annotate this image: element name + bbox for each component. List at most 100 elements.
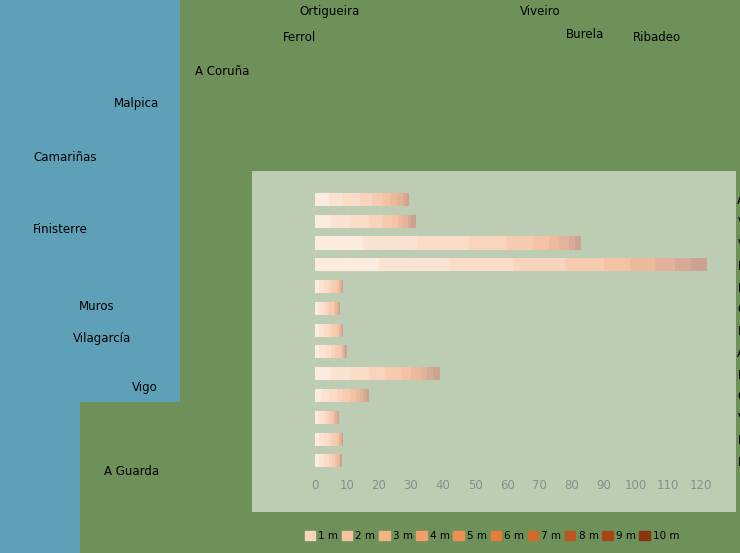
Bar xyxy=(398,215,403,228)
Bar xyxy=(339,455,340,467)
Bar xyxy=(434,367,440,380)
Bar xyxy=(382,215,391,228)
Bar xyxy=(427,367,434,380)
Bar xyxy=(363,389,366,402)
Bar xyxy=(337,411,339,424)
Bar xyxy=(575,237,582,249)
Text: Vigo: Vigo xyxy=(132,380,157,394)
Bar xyxy=(324,432,329,446)
Bar xyxy=(339,324,340,337)
Bar xyxy=(604,258,630,272)
Text: A Guarda: A Guarda xyxy=(104,465,159,478)
Text: Burela: Burela xyxy=(565,28,604,41)
Bar xyxy=(339,302,340,315)
Bar xyxy=(320,346,326,358)
Bar xyxy=(335,346,340,358)
Bar xyxy=(337,302,338,315)
Bar xyxy=(342,346,343,358)
Bar xyxy=(369,215,382,228)
Bar xyxy=(314,302,317,315)
Bar xyxy=(403,193,406,206)
Bar xyxy=(317,411,323,424)
Bar xyxy=(331,367,350,380)
Bar xyxy=(338,302,339,315)
Bar xyxy=(340,324,341,337)
Text: Malpica: Malpica xyxy=(114,97,160,111)
Bar xyxy=(329,455,332,467)
Bar xyxy=(391,215,398,228)
Bar xyxy=(314,346,320,358)
Bar xyxy=(314,367,331,380)
Bar xyxy=(341,324,342,337)
Bar xyxy=(357,389,360,402)
Bar xyxy=(411,367,420,380)
Bar xyxy=(401,367,411,380)
Bar xyxy=(321,389,329,402)
Bar xyxy=(342,324,343,337)
Bar xyxy=(337,280,339,293)
Bar xyxy=(403,215,408,228)
Bar xyxy=(406,193,409,206)
Bar xyxy=(337,389,343,402)
Bar xyxy=(675,258,691,272)
Bar xyxy=(320,432,324,446)
Bar xyxy=(342,280,343,293)
Bar xyxy=(340,455,342,467)
Text: Finisterre: Finisterre xyxy=(33,223,88,236)
Text: Ferrol: Ferrol xyxy=(283,31,316,44)
Bar xyxy=(335,302,337,315)
Bar xyxy=(329,411,332,424)
Bar xyxy=(337,324,339,337)
Bar xyxy=(397,193,403,206)
Bar xyxy=(332,280,337,293)
Bar xyxy=(331,346,335,358)
Bar xyxy=(340,346,342,358)
Bar xyxy=(691,258,707,272)
Bar xyxy=(332,455,335,467)
Bar xyxy=(549,237,559,249)
Bar xyxy=(314,389,321,402)
Text: Viveiro: Viveiro xyxy=(520,4,560,18)
Bar xyxy=(337,432,339,446)
Bar xyxy=(329,280,332,293)
Bar xyxy=(350,215,369,228)
Bar xyxy=(332,432,337,446)
Text: Ortigueira: Ortigueira xyxy=(299,4,360,18)
Bar xyxy=(329,193,343,206)
Bar xyxy=(332,411,334,424)
Bar xyxy=(331,215,350,228)
Bar xyxy=(326,302,329,315)
Text: Muros: Muros xyxy=(78,300,114,313)
Bar xyxy=(314,411,317,424)
Text: Vilagarcía: Vilagarcía xyxy=(73,332,131,345)
Bar xyxy=(326,411,329,424)
Bar xyxy=(314,280,320,293)
Bar xyxy=(469,237,508,249)
Bar xyxy=(323,302,326,315)
Bar xyxy=(360,389,363,402)
Bar xyxy=(334,302,335,315)
Bar xyxy=(340,280,341,293)
Bar xyxy=(363,237,417,249)
Bar xyxy=(341,432,342,446)
Bar xyxy=(332,324,337,337)
Bar xyxy=(343,346,344,358)
Bar xyxy=(372,193,382,206)
Text: Ribadeo: Ribadeo xyxy=(633,31,682,44)
Bar xyxy=(568,237,575,249)
Bar xyxy=(411,215,416,228)
Text: Camariñas: Camariñas xyxy=(33,151,97,164)
Bar xyxy=(630,258,656,272)
Bar xyxy=(323,411,326,424)
Bar xyxy=(341,280,342,293)
Bar xyxy=(343,193,360,206)
Bar xyxy=(329,324,332,337)
Bar xyxy=(342,432,343,446)
Bar xyxy=(314,432,320,446)
Bar xyxy=(559,237,568,249)
Bar xyxy=(314,237,363,249)
Bar xyxy=(656,258,675,272)
Bar xyxy=(320,324,324,337)
Bar xyxy=(382,193,390,206)
Bar xyxy=(534,237,549,249)
